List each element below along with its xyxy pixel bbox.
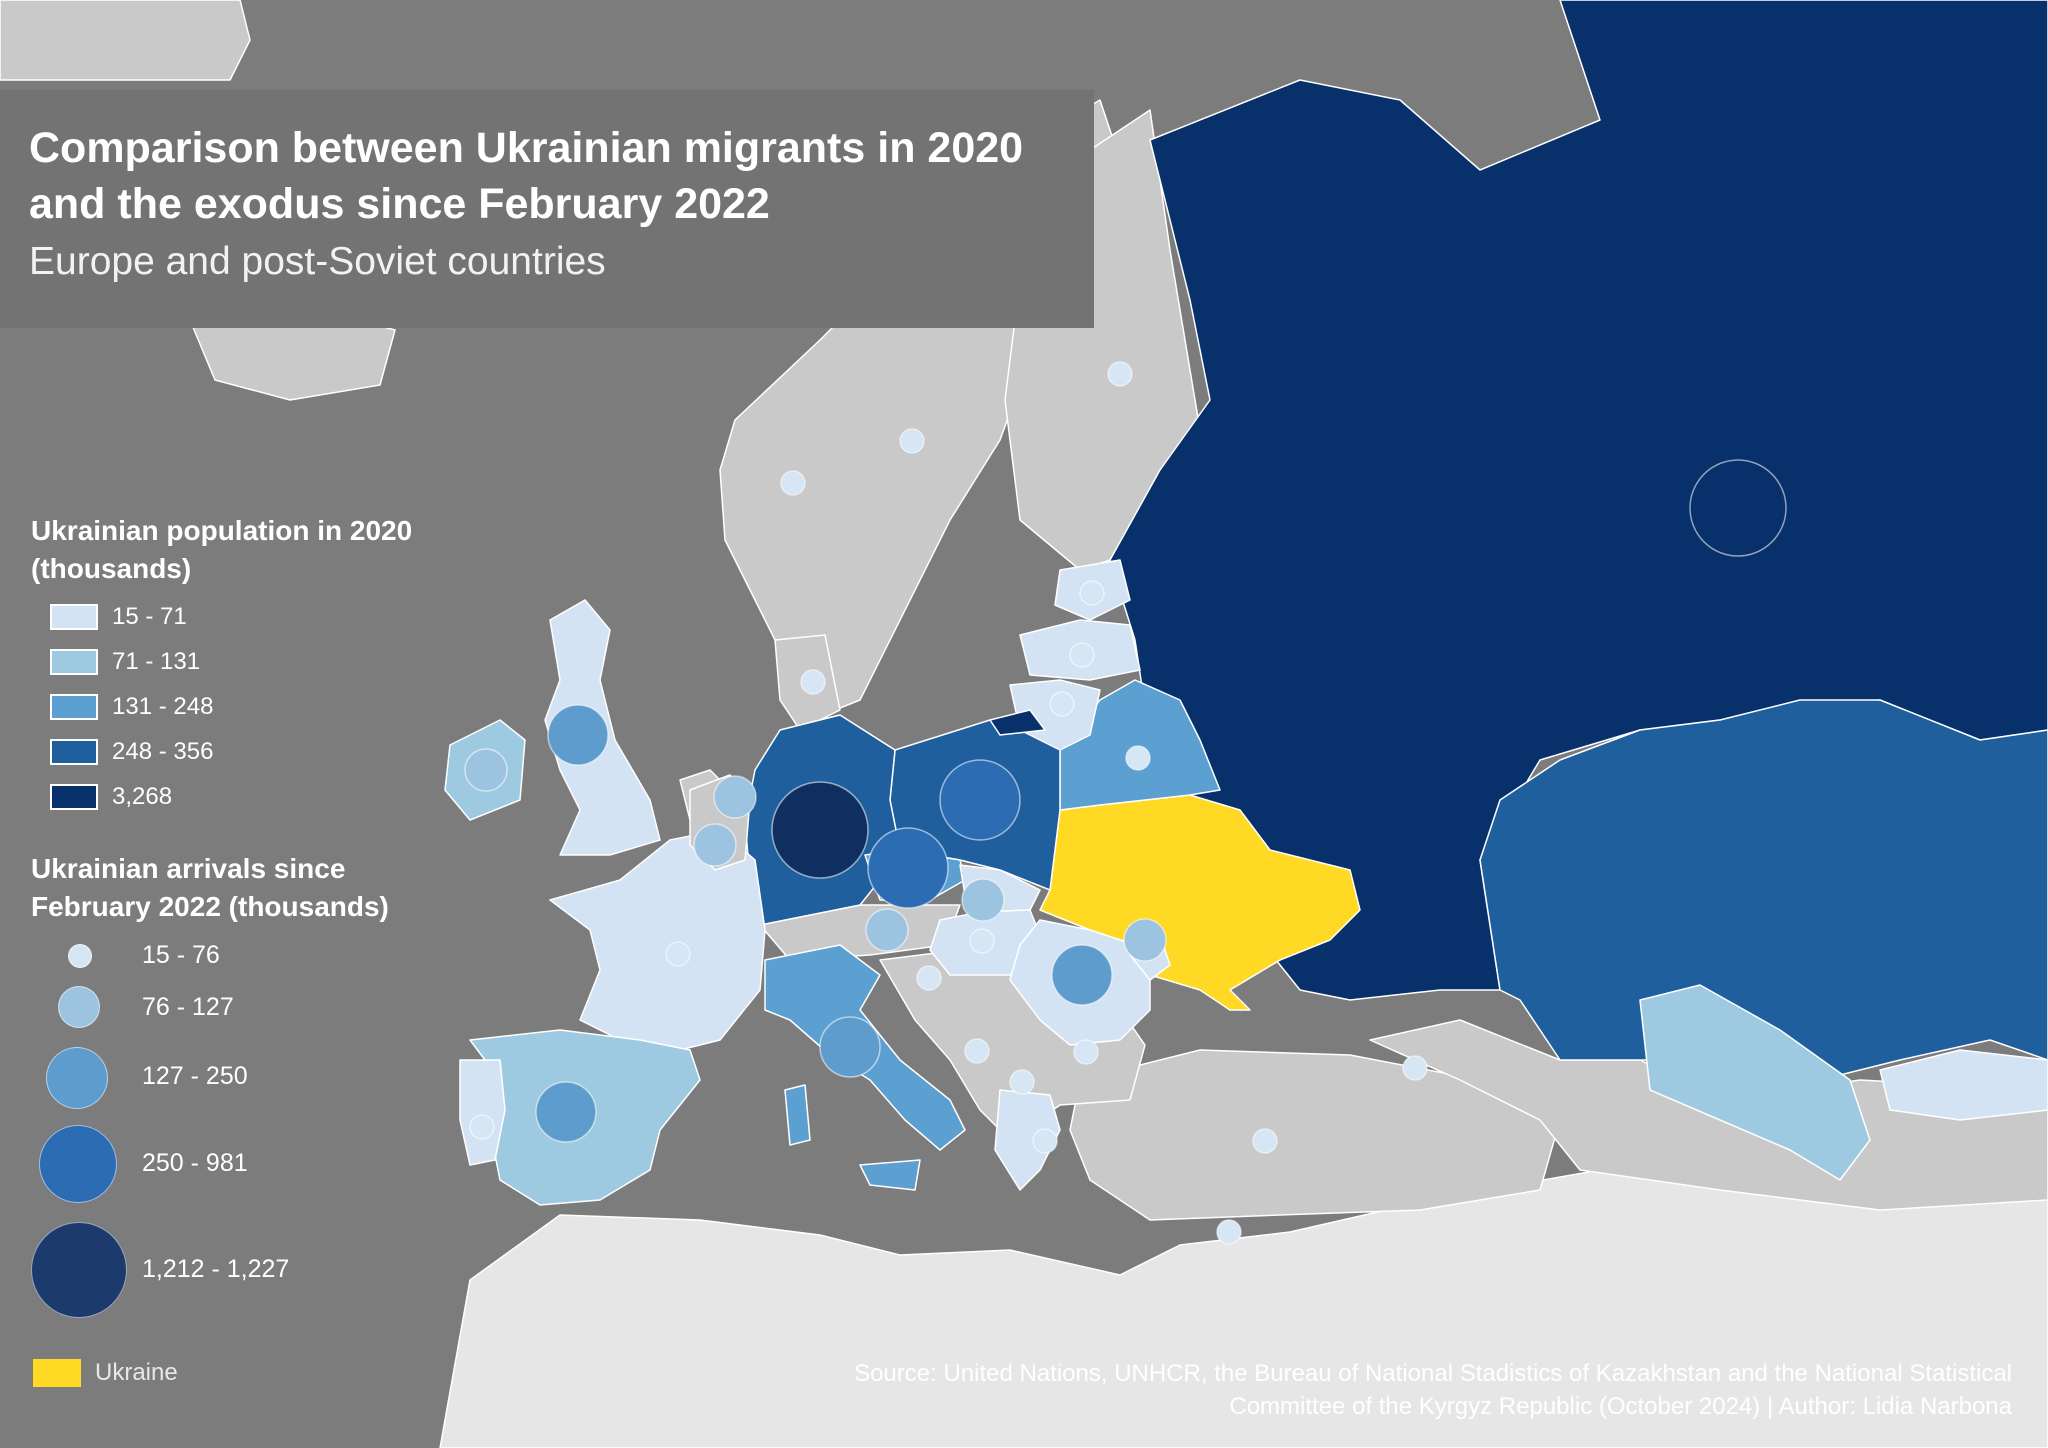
portugal-arrivals-bubble (469, 1114, 495, 1140)
arrivals-legend-heading: Ukrainian arrivals since February 2022 (… (31, 853, 389, 922)
source-note: Source: United Nations, UNHCR, the Burea… (612, 1357, 2012, 1423)
sweden-arrivals-bubble (899, 428, 925, 454)
romania-arrivals-bubble (1051, 944, 1113, 1006)
map-subtitle: Europe and post-Soviet countries (29, 240, 606, 283)
serbia-arrivals-bubble (964, 1038, 990, 1064)
poland-arrivals-bubble (939, 759, 1021, 841)
ukraine-swatch (33, 1359, 81, 1387)
spain-arrivals-bubble (535, 1081, 597, 1143)
estonia-arrivals-bubble (1079, 580, 1105, 606)
greenland-land (0, 0, 251, 81)
population-legend-item: 131 - 248 (50, 692, 213, 722)
ukraine-label: Ukraine (95, 1359, 178, 1386)
georgia-arrivals-bubble (1402, 1055, 1428, 1081)
greece-arrivals-bubble (1032, 1128, 1058, 1154)
north-macedonia-arrivals-bubble (1009, 1069, 1035, 1095)
legend-label: 248 - 356 (112, 738, 214, 765)
legend-label: 71 - 131 (112, 648, 201, 675)
croatia-arrivals-bubble (916, 965, 942, 991)
uzbekistan-region (1639, 984, 1871, 1181)
arrivals-legend-label: 15 - 76 (142, 941, 220, 969)
turkey-arrivals-bubble (1252, 1128, 1278, 1154)
czechia-arrivals-bubble (867, 827, 949, 909)
arrivals-legend-label: 1,212 - 1,227 (142, 1255, 290, 1283)
netherlands-arrivals-bubble (713, 775, 757, 819)
legend-label: 3,268 (112, 783, 173, 810)
denmark-arrivals-bubble (800, 669, 826, 695)
legend-swatch (50, 694, 98, 720)
population-legend-item: 3,268 (50, 782, 172, 812)
arrivals-legend-bubble (68, 944, 92, 968)
finland-arrivals-bubble (1107, 361, 1133, 387)
source-line-1: Source: United Nations, UNHCR, the Burea… (854, 1360, 2012, 1387)
legend-label: 15 - 71 (112, 603, 187, 630)
portugal-region (459, 1059, 506, 1166)
arrivals-legend-label: 250 - 981 (142, 1149, 248, 1177)
turkey-land (1069, 1049, 1561, 1221)
germany-arrivals-bubble (771, 781, 869, 879)
kazakhstan-region (1479, 699, 2048, 1081)
arrivals-legend-bubble (31, 1222, 127, 1318)
arrivals-legend-bubble (58, 986, 100, 1028)
norway-arrivals-bubble (780, 470, 806, 496)
lithuania-arrivals-bubble (1049, 691, 1075, 717)
slovakia-arrivals-bubble (961, 878, 1005, 922)
cyprus-arrivals-bubble (1216, 1219, 1242, 1245)
arrivals-legend-bubble (46, 1047, 108, 1109)
population-legend-item: 248 - 356 (50, 737, 213, 767)
legend-swatch (50, 739, 98, 765)
map-title: Comparison between Ukrainian migrants in… (29, 124, 1024, 228)
bulgaria-arrivals-bubble (1073, 1039, 1099, 1065)
greece-region (994, 1089, 1061, 1191)
arrivals-legend-bubble (39, 1125, 117, 1203)
population-legend-heading: Ukrainian population in 2020 (thousands) (31, 515, 413, 584)
source-line-2: Committee of the Kyrgyz Republic (Octobe… (1229, 1393, 2012, 1420)
hungary-arrivals-bubble (969, 928, 995, 954)
belarus-region (1059, 679, 1221, 811)
legend-swatch (50, 784, 98, 810)
sardinia-region (784, 1084, 811, 1146)
russia-arrivals-bubble (1689, 459, 1787, 557)
title-panel (0, 90, 1094, 328)
sicily-region (859, 1159, 921, 1191)
france-region (549, 829, 766, 1051)
population-legend-item: 15 - 71 (50, 602, 187, 632)
legend-swatch (50, 604, 98, 630)
kyrgyzstan-region (1879, 1049, 2048, 1121)
legend-swatch (50, 649, 98, 675)
ukraine-legend-item: Ukraine (33, 1359, 178, 1387)
kaliningrad-region (989, 709, 1046, 736)
belgium-arrivals-bubble (693, 823, 737, 867)
belarus-arrivals-bubble (1125, 745, 1151, 771)
moldova-arrivals-bubble (1123, 918, 1167, 962)
ireland-arrivals-bubble (464, 748, 508, 792)
italy-arrivals-bubble (819, 1016, 881, 1078)
switzerland-arrivals-bubble (865, 908, 909, 952)
france-arrivals-bubble (665, 941, 691, 967)
arrivals-legend-label: 76 - 127 (142, 993, 234, 1021)
latvia-arrivals-bubble (1069, 642, 1095, 668)
population-legend-item: 71 - 131 (50, 647, 200, 677)
uk-arrivals-bubble (547, 704, 609, 766)
arrivals-legend-label: 127 - 250 (142, 1062, 248, 1090)
legend-label: 131 - 248 (112, 693, 214, 720)
